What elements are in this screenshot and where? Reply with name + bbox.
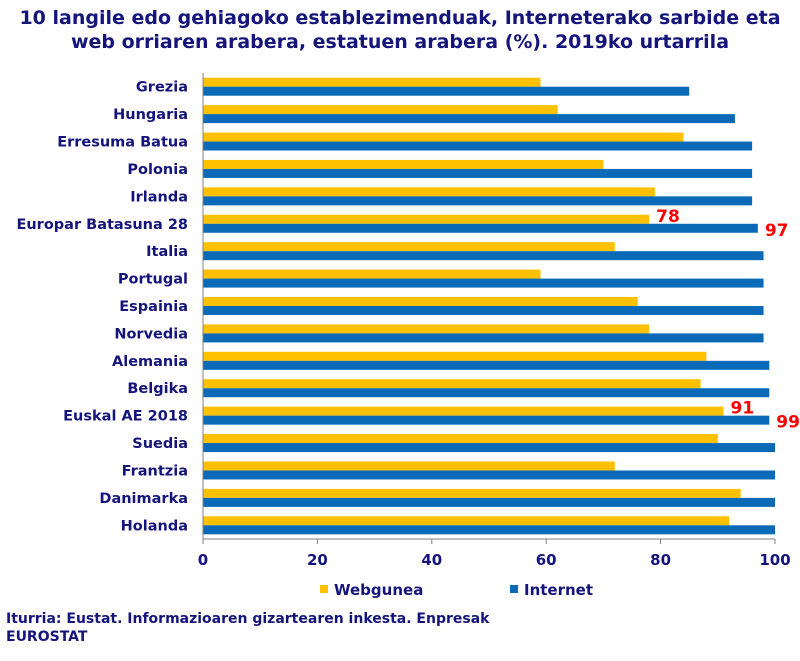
x-tick-label-60: 60 (536, 551, 557, 569)
bar-webgunea-europar-batasuna-28 (203, 214, 650, 224)
legend-label-webgunea: Webgunea (334, 581, 423, 599)
data-label-internet-euskal-ae-2018: 99 (776, 413, 800, 433)
x-tick-label-100: 100 (759, 551, 790, 569)
category-label-polonia: Polonia (127, 162, 188, 178)
category-label-portugal: Portugal (118, 272, 188, 288)
category-label-erresuma-batua: Erresuma Batua (57, 135, 188, 151)
bar-internet-grezia (203, 86, 690, 96)
bar-webgunea-alemania (203, 351, 707, 361)
category-label-irlanda: Irlanda (130, 189, 188, 205)
bar-internet-erresuma-batua (203, 141, 753, 151)
category-label-hungaria: Hungaria (113, 107, 188, 123)
bar-internet-hungaria (203, 114, 735, 124)
data-label-webgunea-euskal-ae-2018: 91 (731, 399, 755, 419)
category-label-espainia: Espainia (119, 299, 188, 315)
bar-internet-portugal (203, 278, 764, 288)
bar-internet-euskal-ae-2018 (203, 415, 770, 425)
source-note: Iturria: Eustat. Informazioaren gizartea… (6, 610, 489, 646)
category-label-danimarka: Danimarka (99, 491, 188, 507)
bar-internet-polonia (203, 168, 753, 178)
bar-webgunea-belgika (203, 379, 701, 389)
legend: Webgunea Internet (320, 581, 593, 599)
x-tick-label-20: 20 (307, 551, 328, 569)
chart-title-line-1: 10 langile edo gehiagoko establezimendua… (19, 7, 781, 29)
bar-webgunea-portugal (203, 269, 541, 279)
legend-swatch-webgunea (320, 585, 328, 593)
labels-layer: Grezia Hungaria Erresuma Batua Polonia Irlan… (16, 80, 799, 569)
category-label-europar-batasuna-28: Europar Batasuna 28 (16, 217, 188, 233)
bar-webgunea-frantzia (203, 461, 615, 471)
category-label-italia: Italia (146, 244, 188, 260)
bar-internet-danimarka (203, 497, 775, 507)
chart-title: 10 langile edo gehiagoko establezimendua… (0, 6, 800, 54)
bar-internet-irlanda (203, 196, 753, 206)
source-line-1: Iturria: Eustat. Informazioaren gizartea… (6, 611, 490, 627)
data-label-webgunea-europar-batasuna-28: 78 (656, 207, 680, 227)
bar-internet-suedia (203, 443, 775, 453)
bar-internet-holanda (203, 525, 775, 535)
bar-webgunea-hungaria (203, 105, 558, 115)
bar-internet-norvedia (203, 333, 764, 343)
bar-internet-belgika (203, 388, 770, 398)
category-label-holanda: Holanda (121, 518, 188, 534)
category-label-norvedia: Norvedia (114, 326, 188, 342)
category-label-belgika: Belgika (127, 381, 188, 397)
axes-layer (202, 73, 776, 544)
bar-webgunea-erresuma-batua (203, 132, 684, 142)
category-label-euskal-ae-2018: Euskal AE 2018 (63, 409, 188, 425)
legend-swatch-internet (510, 585, 518, 593)
bar-webgunea-irlanda (203, 187, 655, 197)
category-label-alemania: Alemania (112, 354, 188, 370)
bar-webgunea-italia (203, 242, 615, 252)
bar-webgunea-suedia (203, 434, 718, 444)
legend-label-internet: Internet (524, 581, 593, 599)
data-label-internet-europar-batasuna-28: 97 (765, 221, 789, 241)
bar-webgunea-euskal-ae-2018 (203, 406, 724, 416)
bar-webgunea-holanda (203, 516, 730, 526)
bars-layer (203, 77, 775, 535)
category-label-suedia: Suedia (132, 436, 188, 452)
bar-webgunea-espainia (203, 297, 638, 306)
chart-title-line-2: web orriaren arabera, estatuen arabera (… (70, 31, 730, 53)
bar-webgunea-grezia (203, 77, 541, 87)
category-label-frantzia: Frantzia (122, 463, 188, 479)
bar-internet-espainia (203, 306, 764, 315)
category-label-grezia: Grezia (136, 80, 188, 96)
x-tick-label-0: 0 (198, 551, 208, 569)
bar-internet-italia (203, 251, 764, 261)
x-tick-label-80: 80 (650, 551, 671, 569)
source-line-2: EUROSTAT (6, 629, 88, 645)
bar-webgunea-norvedia (203, 324, 650, 334)
bar-webgunea-polonia (203, 159, 604, 169)
bar-internet-frantzia (203, 470, 775, 480)
x-tick-label-40: 40 (421, 551, 442, 569)
bar-internet-alemania (203, 360, 770, 370)
bar-webgunea-danimarka (203, 488, 741, 498)
bar-internet-europar-batasuna-28 (203, 223, 758, 233)
